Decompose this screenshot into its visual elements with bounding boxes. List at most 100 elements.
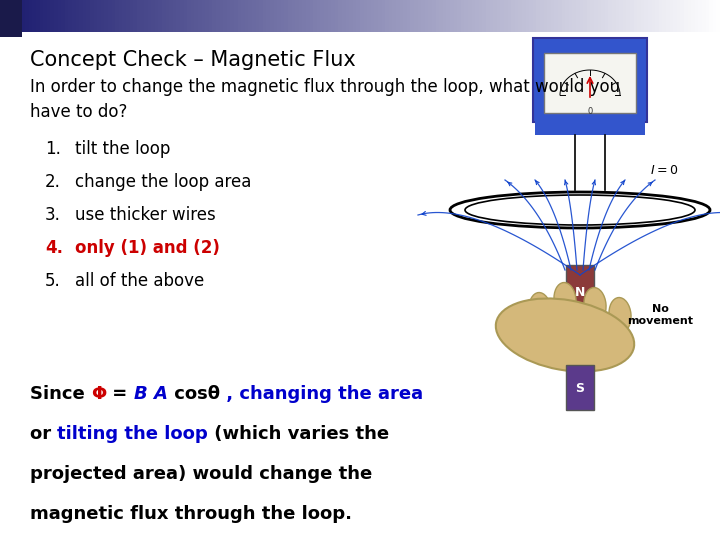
Bar — [108, 0, 112, 32]
Bar — [288, 0, 292, 32]
Bar — [317, 0, 321, 32]
Bar — [166, 0, 170, 32]
Bar — [36, 0, 40, 32]
Bar — [562, 0, 566, 32]
Bar — [162, 0, 166, 32]
Bar — [144, 0, 148, 32]
Bar — [47, 0, 51, 32]
Bar — [320, 0, 325, 32]
Ellipse shape — [529, 293, 551, 327]
Bar — [306, 0, 310, 32]
Bar — [122, 0, 127, 32]
Bar — [342, 0, 346, 32]
Bar — [281, 0, 285, 32]
Bar — [569, 0, 573, 32]
Bar — [540, 0, 544, 32]
Bar — [374, 0, 379, 32]
Bar — [713, 0, 717, 32]
Bar — [270, 0, 274, 32]
Text: N: N — [575, 286, 585, 299]
Bar — [54, 0, 58, 32]
Bar — [7, 0, 12, 32]
Bar — [223, 0, 228, 32]
Text: (which varies the: (which varies the — [208, 425, 390, 443]
Text: 3.: 3. — [45, 206, 61, 224]
Bar — [335, 0, 339, 32]
Bar — [79, 0, 84, 32]
Bar — [684, 0, 688, 32]
Bar — [486, 0, 490, 32]
Bar — [637, 0, 642, 32]
Text: projected area) would change the: projected area) would change the — [30, 465, 372, 483]
Bar — [641, 0, 645, 32]
Bar — [673, 0, 678, 32]
Bar — [331, 0, 336, 32]
Bar — [313, 0, 318, 32]
FancyBboxPatch shape — [535, 117, 645, 135]
Bar — [18, 0, 22, 32]
Bar — [594, 0, 598, 32]
Bar — [716, 0, 720, 32]
Bar — [659, 0, 663, 32]
Bar — [612, 0, 616, 32]
Text: cosθ: cosθ — [168, 385, 220, 403]
Bar — [608, 0, 613, 32]
Text: or: or — [30, 425, 58, 443]
Bar — [61, 0, 66, 32]
Bar — [691, 0, 696, 32]
Ellipse shape — [554, 282, 576, 318]
Bar — [680, 0, 685, 32]
Bar — [446, 0, 451, 32]
Bar — [385, 0, 390, 32]
Bar — [400, 0, 404, 32]
Bar — [212, 0, 217, 32]
Bar — [367, 0, 372, 32]
Bar — [623, 0, 627, 32]
Bar — [130, 0, 134, 32]
Bar — [40, 0, 44, 32]
Bar — [522, 0, 526, 32]
Bar — [698, 0, 703, 32]
Bar — [508, 0, 512, 32]
Bar — [230, 0, 235, 32]
Text: tilting the loop: tilting the loop — [58, 425, 208, 443]
Text: 2.: 2. — [45, 173, 61, 191]
Bar — [126, 0, 130, 32]
Bar — [554, 0, 559, 32]
Bar — [677, 0, 681, 32]
Text: Concept Check – Magnetic Flux: Concept Check – Magnetic Flux — [30, 50, 356, 70]
Bar — [356, 0, 361, 32]
Bar — [360, 0, 364, 32]
Bar — [418, 0, 422, 32]
Bar — [0, 0, 22, 37]
Bar — [310, 0, 314, 32]
Bar — [566, 265, 594, 320]
Bar — [198, 0, 202, 32]
Bar — [302, 0, 307, 32]
Bar — [457, 0, 462, 32]
Bar — [83, 0, 87, 32]
Bar — [630, 0, 634, 32]
Bar — [436, 0, 440, 32]
Bar — [191, 0, 195, 32]
Bar — [137, 0, 141, 32]
Bar — [497, 0, 501, 32]
Text: only (1) and (2): only (1) and (2) — [75, 239, 220, 257]
Bar — [648, 0, 652, 32]
Bar — [558, 0, 562, 32]
Bar — [238, 0, 242, 32]
Text: S: S — [575, 381, 585, 395]
Bar — [22, 0, 26, 32]
Bar — [187, 0, 192, 32]
Bar — [464, 0, 469, 32]
Bar — [619, 0, 624, 32]
Text: 0: 0 — [588, 107, 593, 116]
Bar — [695, 0, 699, 32]
FancyBboxPatch shape — [544, 53, 636, 113]
Bar — [324, 0, 328, 32]
Bar — [338, 0, 343, 32]
Bar — [43, 0, 48, 32]
Text: , changing the area: , changing the area — [220, 385, 423, 403]
Bar — [576, 0, 580, 32]
Bar — [634, 0, 638, 32]
